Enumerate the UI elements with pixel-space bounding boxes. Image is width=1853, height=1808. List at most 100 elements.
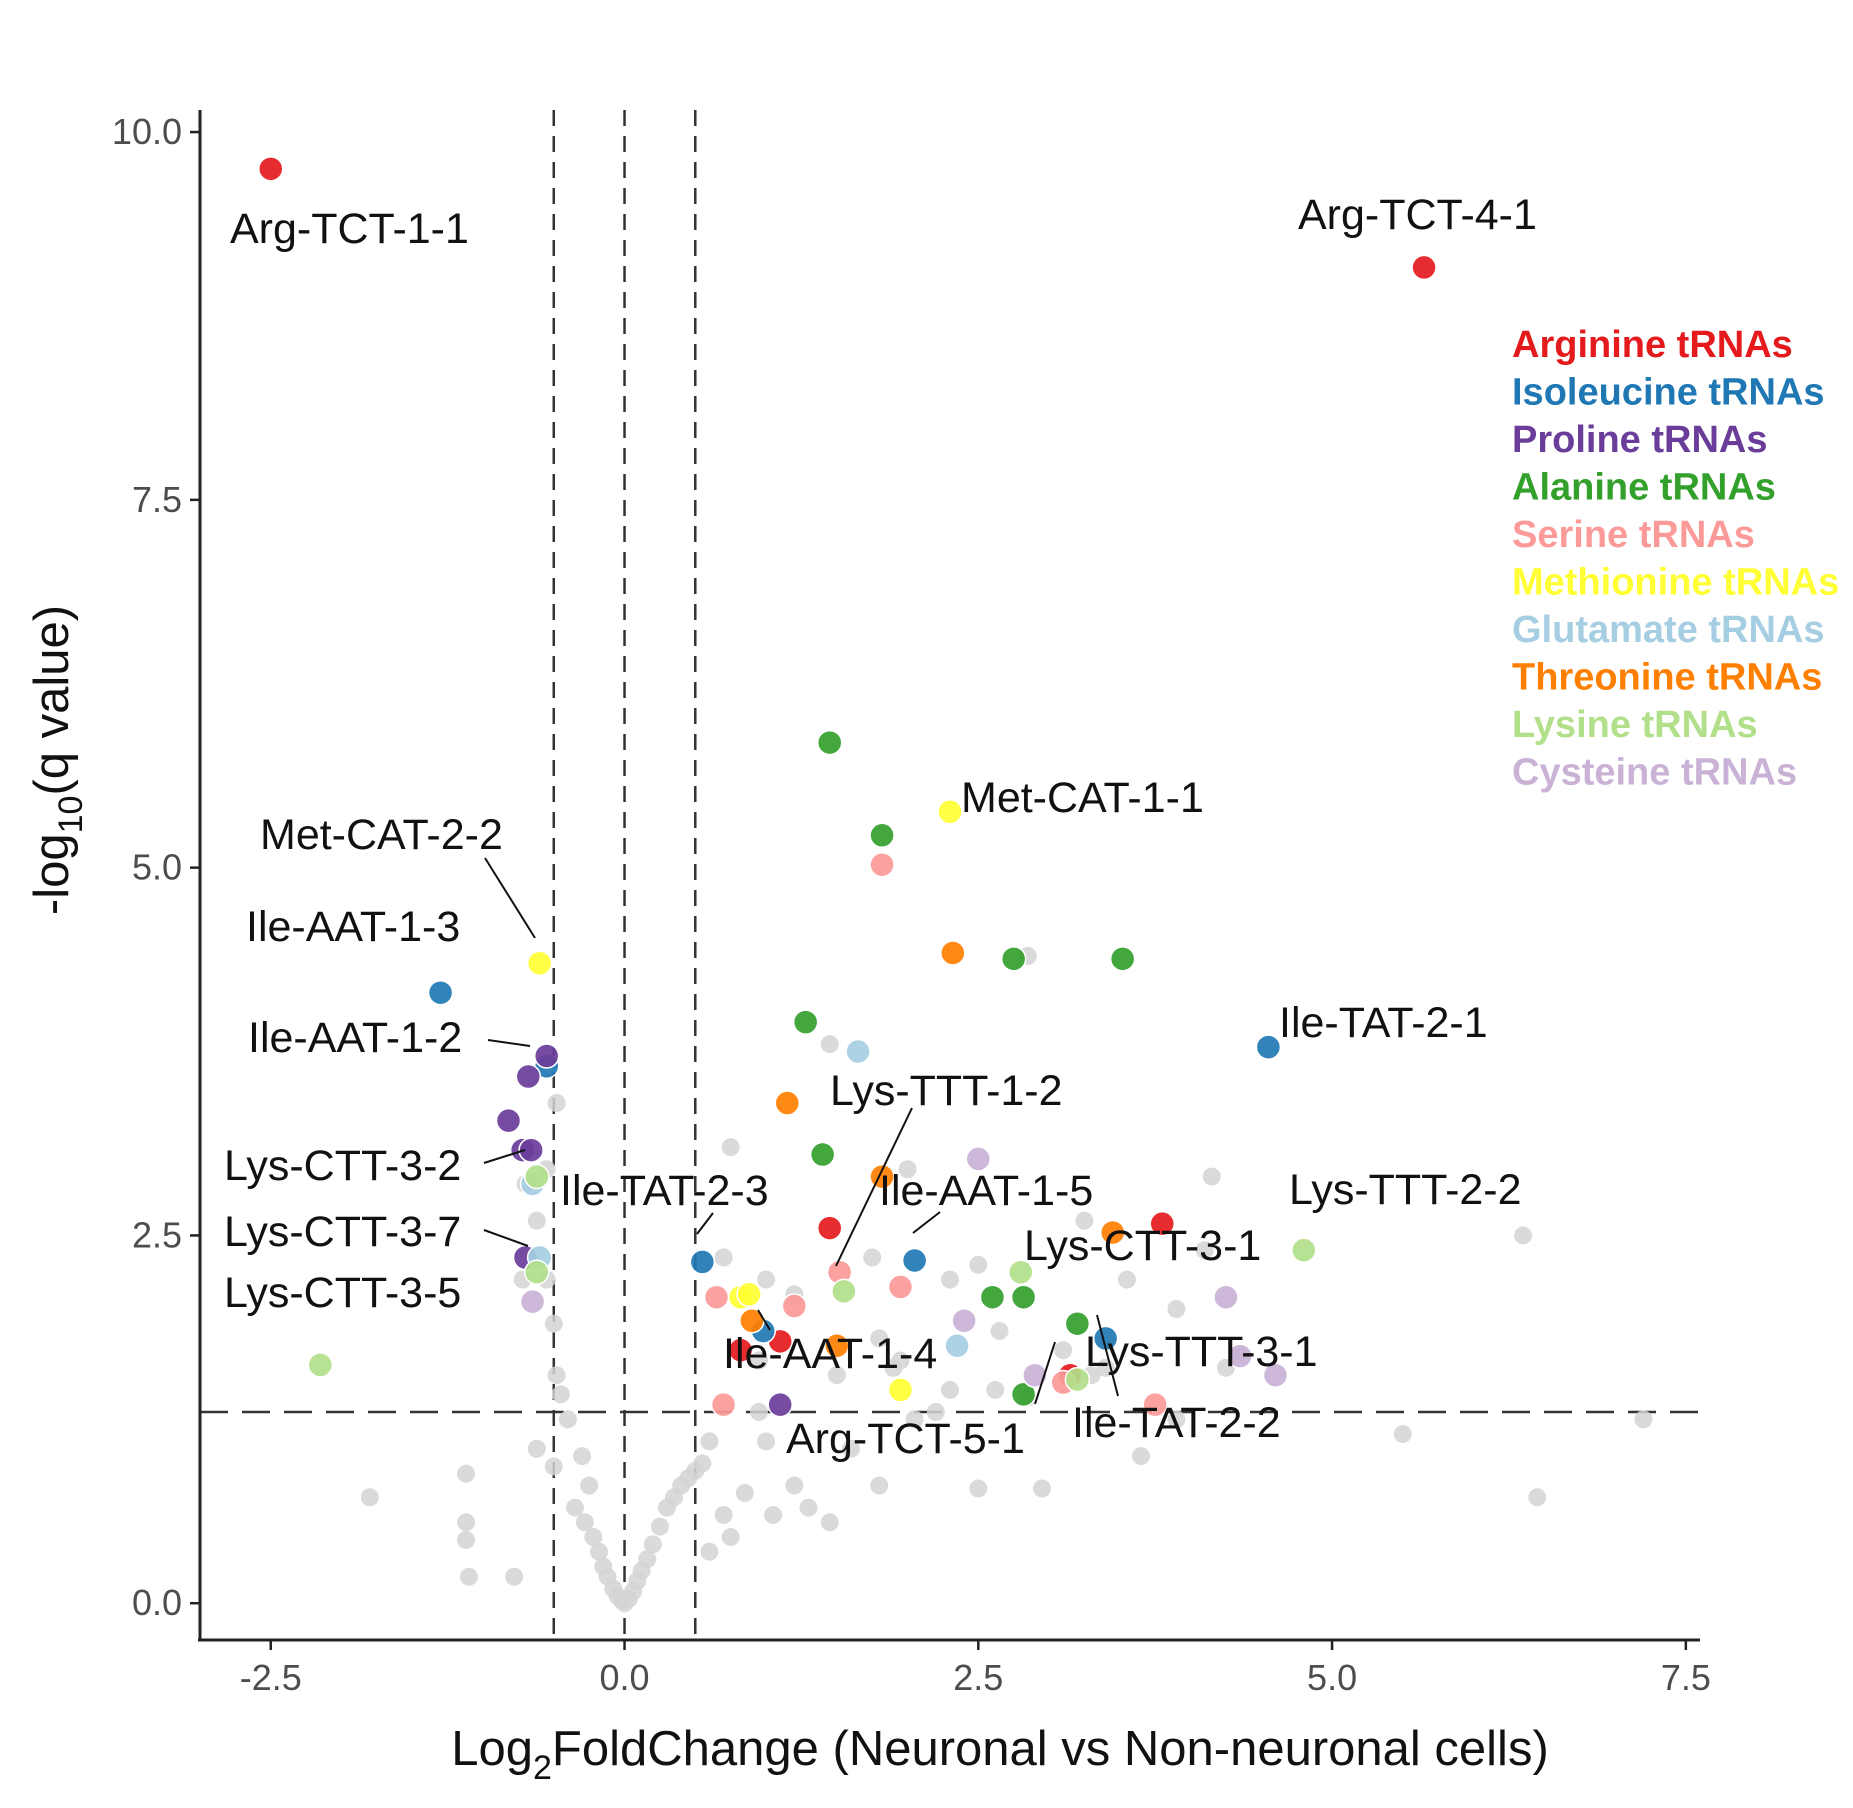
met-point bbox=[887, 1377, 914, 1403]
legend-item-ile: Isoleucine tRNAs bbox=[1512, 372, 1825, 414]
background-point bbox=[714, 1248, 733, 1267]
pro-point bbox=[533, 1043, 560, 1069]
ser-point bbox=[1142, 1391, 1168, 1418]
legend-item-met: Methionine tRNAs bbox=[1512, 562, 1839, 604]
annotation-label: Ile-AAT-1-5 bbox=[879, 1167, 1093, 1215]
cys-point bbox=[1227, 1343, 1253, 1369]
threshold-lines bbox=[200, 110, 1700, 1640]
background-point bbox=[870, 1476, 889, 1495]
ser-point bbox=[887, 1274, 914, 1300]
arg-point bbox=[1149, 1210, 1176, 1237]
ala-point bbox=[869, 822, 895, 849]
annotation-label: Arg-TCT-5-1 bbox=[786, 1415, 1025, 1463]
background-point bbox=[457, 1464, 476, 1483]
background-point bbox=[1117, 1270, 1136, 1289]
lys-point bbox=[831, 1278, 857, 1305]
pro-point bbox=[767, 1391, 793, 1418]
y-tick-label: 7.5 bbox=[132, 479, 182, 520]
annotation-label: Met-CAT-1-1 bbox=[961, 774, 1204, 822]
background-point bbox=[905, 1410, 924, 1429]
background-point bbox=[700, 1542, 719, 1561]
background-point bbox=[827, 1366, 846, 1385]
cys-point bbox=[1213, 1284, 1239, 1310]
x-tick-label: 5.0 bbox=[1307, 1657, 1357, 1698]
lys-point bbox=[1008, 1259, 1034, 1285]
leader-ile-tat-2-3 bbox=[696, 1212, 714, 1235]
background-point bbox=[757, 1270, 776, 1289]
met-point bbox=[736, 1281, 762, 1308]
lys-point bbox=[1064, 1366, 1091, 1393]
leader-lys-ttt-1-2 bbox=[835, 1107, 913, 1267]
ile-point bbox=[689, 1249, 716, 1275]
thr-point bbox=[824, 1333, 850, 1359]
background-point bbox=[1167, 1410, 1186, 1429]
ser-point bbox=[869, 851, 895, 878]
background-point bbox=[891, 1351, 910, 1370]
leader-ile-tat-2-2 bbox=[1096, 1314, 1119, 1397]
arg-point bbox=[1411, 254, 1437, 281]
background-point bbox=[1514, 1226, 1533, 1245]
background-point bbox=[590, 1542, 609, 1561]
leader-arg-tct-5-1 bbox=[1034, 1341, 1056, 1405]
background-point bbox=[820, 1035, 839, 1054]
background-point bbox=[360, 1488, 379, 1507]
ser-point bbox=[781, 1293, 808, 1319]
met-point bbox=[526, 950, 553, 977]
met-point bbox=[937, 798, 963, 825]
cys-point bbox=[1262, 1362, 1289, 1388]
background-point bbox=[735, 1483, 754, 1502]
legend-item-arg: Arginine tRNAs bbox=[1512, 324, 1793, 366]
arg-point bbox=[816, 1215, 843, 1241]
y-ticks: 0.0 2.5 5.0 7.5 10.0 bbox=[112, 111, 200, 1623]
background-point bbox=[986, 1380, 1005, 1399]
annotation-label: Lys-TTT-1-2 bbox=[830, 1067, 1063, 1115]
background-point bbox=[505, 1567, 524, 1586]
leader-lys-ctt-3-7 bbox=[483, 1229, 529, 1247]
background-point bbox=[870, 1329, 889, 1348]
lys-point bbox=[524, 1163, 550, 1190]
ile-point bbox=[427, 979, 454, 1006]
background-point bbox=[1054, 1341, 1073, 1360]
ala-point bbox=[816, 729, 843, 756]
background-point bbox=[686, 1461, 705, 1480]
ala-point bbox=[792, 1009, 819, 1035]
ala-point bbox=[1109, 946, 1136, 972]
background-point bbox=[566, 1498, 584, 1517]
arg-point bbox=[727, 1337, 754, 1363]
background-point bbox=[575, 1513, 594, 1532]
background-point bbox=[457, 1513, 476, 1532]
ala-point bbox=[1010, 1284, 1037, 1310]
annotation-label: Met-CAT-2-2 bbox=[260, 811, 503, 859]
background-point bbox=[700, 1432, 719, 1451]
background-point bbox=[721, 1528, 740, 1547]
thr-point bbox=[1099, 1219, 1126, 1246]
background-point bbox=[643, 1535, 662, 1554]
thr-point bbox=[940, 940, 966, 966]
y-axis-title: -log10(q value) bbox=[25, 605, 90, 915]
glu-point bbox=[944, 1333, 970, 1359]
background-point bbox=[638, 1550, 657, 1569]
background-point bbox=[1167, 1299, 1186, 1318]
y-tick-label: 10.0 bbox=[112, 111, 182, 152]
annotation-label: Arg-TCT-1-1 bbox=[230, 205, 469, 253]
annotation-leaders bbox=[483, 857, 1119, 1405]
background-point bbox=[749, 1351, 768, 1370]
legend-item-thr: Threonine tRNAs bbox=[1512, 657, 1822, 699]
annotation-label: Ile-TAT-2-3 bbox=[560, 1167, 769, 1215]
legend-item-ser: Serine tRNAs bbox=[1512, 514, 1755, 556]
background-point bbox=[527, 1439, 546, 1458]
cys-point bbox=[951, 1308, 977, 1334]
background-point bbox=[1393, 1425, 1412, 1444]
legend-item-cys: Cysteine tRNAs bbox=[1512, 752, 1797, 794]
x-tick-label: 2.5 bbox=[953, 1657, 1003, 1698]
background-point bbox=[785, 1476, 804, 1495]
background-point bbox=[544, 1457, 563, 1476]
ala-point bbox=[979, 1284, 1006, 1310]
legend: Arginine tRNAs Isoleucine tRNAs Proline tR… bbox=[1512, 324, 1839, 794]
background-point bbox=[1202, 1167, 1221, 1186]
x-tick-label: 7.5 bbox=[1661, 1657, 1711, 1698]
x-tick-label: 0.0 bbox=[600, 1657, 650, 1698]
cys-point bbox=[965, 1146, 992, 1172]
x-tick-label: -2.5 bbox=[240, 1657, 302, 1698]
